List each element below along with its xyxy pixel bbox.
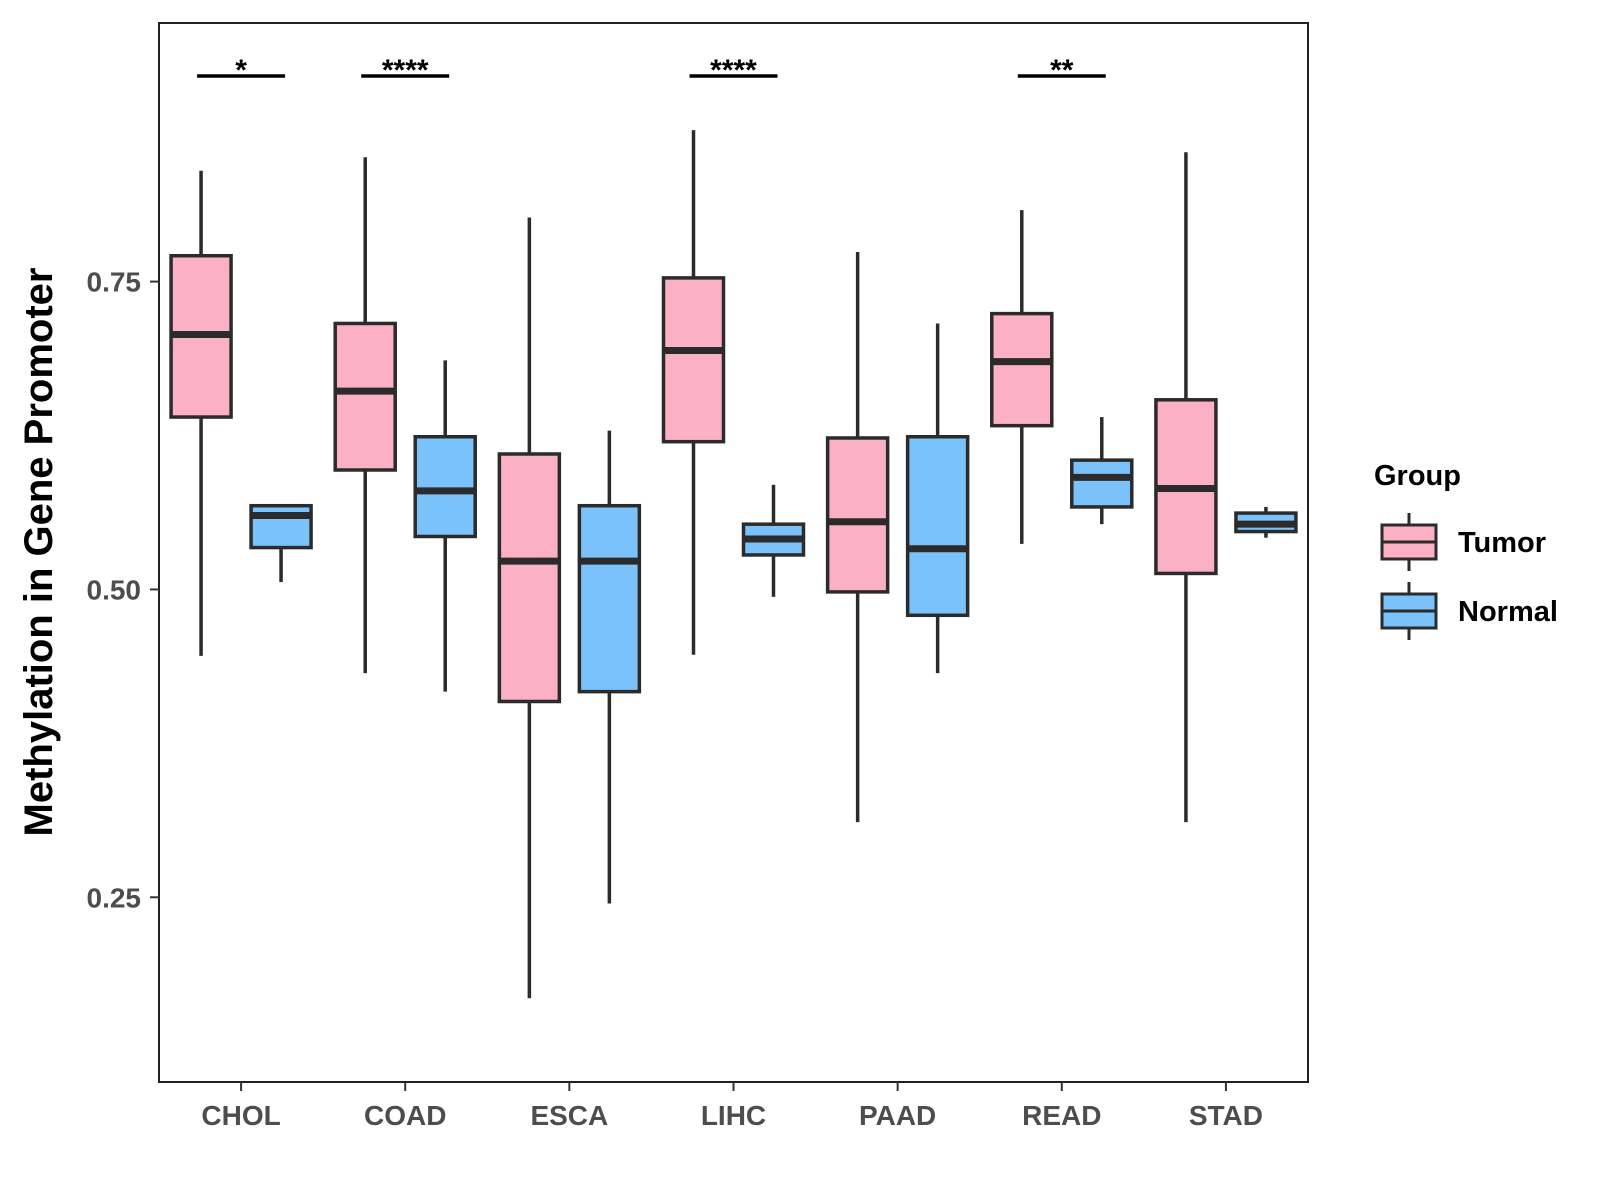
box-body (1070, 458, 1134, 509)
box-tumor-paad (825, 252, 890, 823)
box-tumor-chol (169, 170, 233, 656)
box-normal-paad (905, 323, 970, 674)
y-axis-title: Methylation in Gene Promoter (17, 268, 61, 837)
significance-label-chol: * (235, 54, 247, 87)
y-tick-label: 0.50 (87, 574, 142, 605)
box-normal-esca (577, 430, 642, 904)
box-body (249, 503, 313, 550)
legend-title: Group (1374, 460, 1461, 492)
y-tick-label: 0.25 (87, 882, 142, 913)
box-tumor-lihc (661, 130, 726, 655)
y-axis: 0.25 0.50 0.75 (87, 267, 159, 913)
box-body (333, 321, 397, 472)
box-normal-lihc (741, 484, 806, 597)
legend-label-tumor: Tumor (1458, 527, 1546, 559)
box-normal-stad (1234, 506, 1298, 538)
significance-label-read: ** (1050, 54, 1074, 87)
box-body (905, 434, 970, 618)
x-tick-label-lihc: LIHC (701, 1100, 766, 1131)
legend-item-normal: Normal (1380, 582, 1558, 640)
boxes-layer (169, 130, 1298, 999)
box-tumor-read (990, 210, 1054, 544)
box-normal-read (1070, 417, 1134, 525)
legend: Group Tumor Normal (1374, 460, 1558, 640)
x-tick-label-coad: COAD (364, 1100, 446, 1131)
panel-border (158, 22, 1309, 1083)
x-tick-label-stad: STAD (1189, 1100, 1263, 1131)
box-body (577, 503, 642, 694)
x-tick-label-read: READ (1022, 1100, 1101, 1131)
box-tumor-coad (333, 157, 397, 674)
box-tumor-esca (497, 217, 562, 999)
significance-label-lihc: **** (710, 54, 757, 87)
box-body (825, 436, 890, 594)
box-body (497, 452, 562, 704)
x-tick-label-chol: CHOL (201, 1100, 280, 1131)
box-body (413, 434, 477, 539)
x-axis: CHOL COAD ESCA LIHC PAAD READ STAD (201, 1082, 1263, 1131)
box-normal-chol (249, 503, 313, 583)
box-body (661, 276, 726, 444)
x-tick-label-paad: PAAD (859, 1100, 936, 1131)
legend-item-tumor: Tumor (1380, 513, 1546, 571)
x-tick-label-esca: ESCA (530, 1100, 608, 1131)
box-body (990, 311, 1054, 428)
significance-layer: * **** **** ** (197, 54, 1106, 87)
significance-label-coad: **** (382, 54, 429, 87)
y-tick-label: 0.75 (87, 267, 142, 298)
box-tumor-stad (1154, 152, 1218, 823)
box-normal-coad (413, 360, 477, 692)
legend-label-normal: Normal (1458, 596, 1558, 628)
